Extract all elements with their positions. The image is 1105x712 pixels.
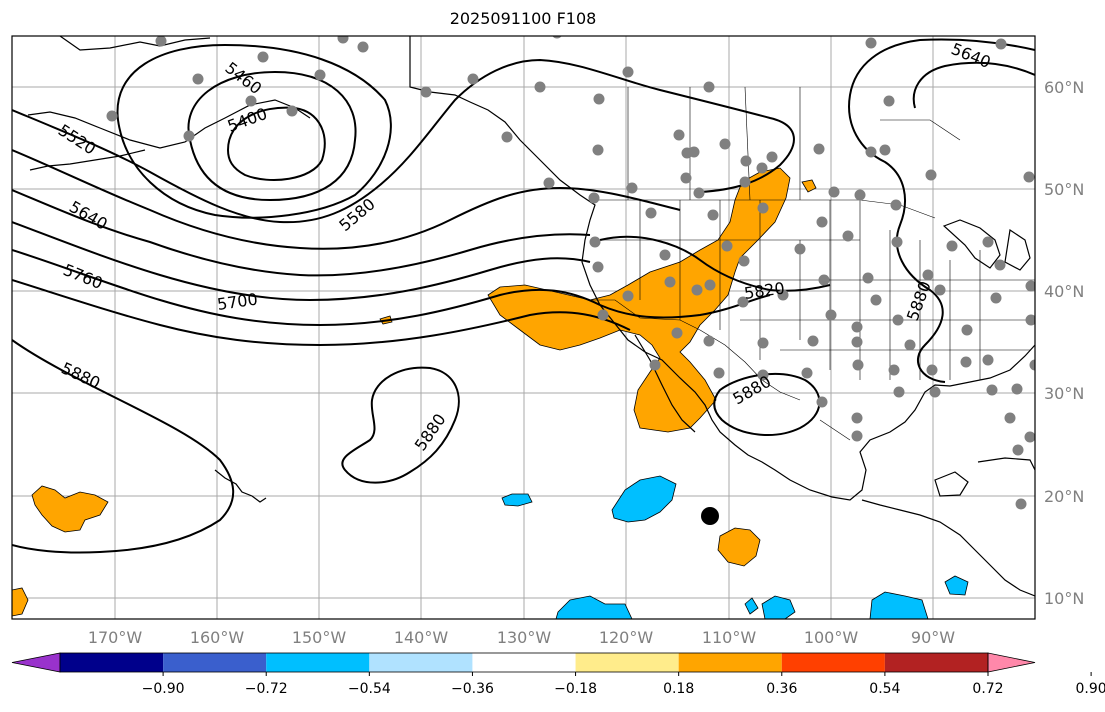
height-contours	[12, 38, 1035, 554]
colorbar-extend-min	[11, 652, 61, 673]
colorbar-tick-label: −0.90	[142, 681, 185, 697]
colorbar-extend-max	[987, 652, 1036, 673]
colorbar-tick-label: −0.54	[348, 681, 391, 697]
station-markers	[106, 36, 1035, 510]
lon-label: 140°W	[394, 628, 449, 647]
colorbar-segment	[472, 653, 576, 672]
colorbar-segment	[369, 653, 473, 672]
lon-label: 100°W	[804, 628, 859, 647]
lon-label: 170°W	[88, 628, 143, 647]
colorbar	[11, 652, 1036, 673]
colorbar-tick-label: −0.72	[245, 681, 288, 697]
colorbar-segment	[781, 653, 885, 672]
lat-label: 10°N	[1044, 589, 1084, 608]
lon-label: 90°W	[911, 628, 955, 647]
colorbar-segment	[884, 653, 988, 672]
negative-shading	[501, 475, 969, 619]
lon-label: 130°W	[497, 628, 552, 647]
colorbar-ticks: −0.90 −0.72 −0.54 −0.36 −0.18 0.18 0.36 0.54 0.7…	[142, 672, 1105, 697]
lon-label: 150°W	[292, 628, 347, 647]
colorbar-segment	[163, 653, 267, 672]
map-title: 2025091100 F108	[449, 9, 597, 28]
colorbar-segment	[60, 653, 164, 672]
lat-label: 20°N	[1044, 487, 1084, 506]
lon-label: 110°W	[702, 628, 757, 647]
lon-label: 160°W	[190, 628, 245, 647]
positive-shading	[12, 167, 817, 617]
colorbar-tick-label: −0.18	[554, 681, 597, 697]
storm-center-marker	[701, 507, 719, 525]
colorbar-tick-label: 0.90	[1076, 681, 1105, 697]
colorbar-tick-label: −0.36	[451, 681, 494, 697]
colorbar-tick-label: 0.36	[766, 681, 797, 697]
map-border	[11, 35, 1036, 620]
lat-label: 50°N	[1044, 180, 1084, 199]
colorbar-tick-label: 0.54	[869, 681, 900, 697]
colorbar-tick-label: 0.18	[663, 681, 694, 697]
lat-label: 60°N	[1044, 78, 1084, 97]
colorbar-segment	[678, 653, 782, 672]
political-borders	[590, 86, 1035, 441]
colorbar-segment	[575, 653, 679, 672]
longitude-labels: 170°W 160°W 150°W 140°W 130°W 120°W 110°…	[88, 628, 955, 647]
colorbar-outline	[59, 652, 989, 673]
coastlines	[27, 36, 1035, 597]
lon-label: 120°W	[599, 628, 654, 647]
colorbar-segment	[266, 653, 370, 672]
lat-label: 40°N	[1044, 282, 1084, 301]
latitude-labels: 60°N 50°N 40°N 30°N 20°N 10°N	[1044, 78, 1084, 608]
lat-label: 30°N	[1044, 384, 1084, 403]
colorbar-tick-label: 0.72	[972, 681, 1003, 697]
